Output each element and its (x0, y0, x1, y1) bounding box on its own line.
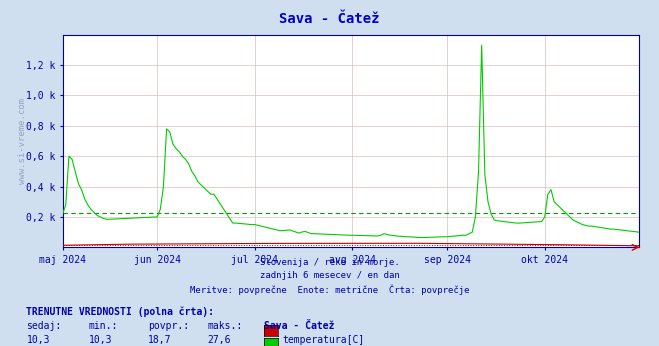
Text: zadnjih 6 mesecev / en dan: zadnjih 6 mesecev / en dan (260, 271, 399, 280)
Text: temperatura[C]: temperatura[C] (282, 335, 364, 345)
Text: Sava - Čatež: Sava - Čatež (264, 321, 334, 331)
Text: Meritve: povprečne  Enote: metrične  Črta: povprečje: Meritve: povprečne Enote: metrične Črta:… (190, 284, 469, 294)
Text: maks.:: maks.: (208, 321, 243, 331)
Text: Slovenija / reke in morje.: Slovenija / reke in morje. (260, 258, 399, 267)
Text: Sava - Čatež: Sava - Čatež (279, 12, 380, 26)
Text: TRENUTNE VREDNOSTI (polna črta):: TRENUTNE VREDNOSTI (polna črta): (26, 306, 214, 317)
Text: min.:: min.: (89, 321, 119, 331)
Text: www.si-vreme.com: www.si-vreme.com (18, 98, 27, 184)
Text: 10,3: 10,3 (26, 335, 50, 345)
Text: sedaj:: sedaj: (26, 321, 61, 331)
Text: 10,3: 10,3 (89, 335, 113, 345)
Text: 27,6: 27,6 (208, 335, 231, 345)
Text: povpr.:: povpr.: (148, 321, 189, 331)
Text: 18,7: 18,7 (148, 335, 172, 345)
